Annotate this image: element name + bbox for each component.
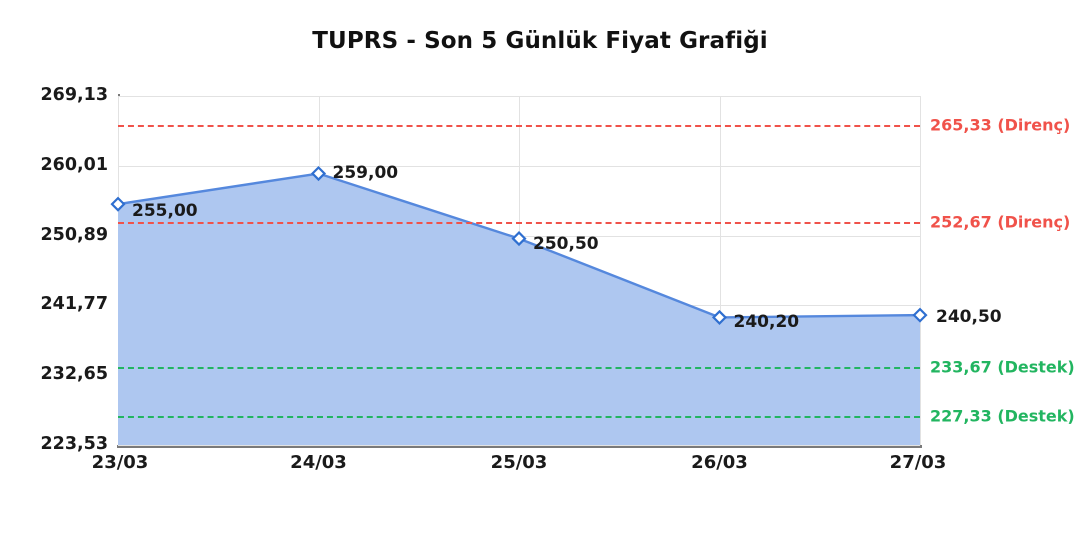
reference-line-support xyxy=(118,415,920,418)
data-point-marker[interactable] xyxy=(711,309,728,325)
x-axis-tick-label: 27/03 xyxy=(889,452,947,473)
data-point-label: 240,50 xyxy=(936,307,1002,328)
data-point-label: 259,00 xyxy=(332,162,399,183)
reference-label-support: 227,33 (Destek) xyxy=(930,406,1075,426)
y-axis-tick-label: 260,01 xyxy=(40,154,108,175)
reference-label-support: 233,67 (Destek) xyxy=(930,357,1075,377)
data-point-marker[interactable] xyxy=(912,307,928,323)
data-point-label: 250,50 xyxy=(533,233,599,254)
area-fill xyxy=(118,173,920,446)
x-axis-line xyxy=(117,445,922,448)
gridline-vertical xyxy=(720,96,721,445)
reference-label-resistance: 265,33 (Direnç) xyxy=(930,115,1071,135)
data-point-marker[interactable] xyxy=(511,231,527,247)
y-axis-tick-label: 232,65 xyxy=(40,364,108,385)
y-axis-tick-label: 269,13 xyxy=(40,85,108,105)
x-axis-tick-label: 24/03 xyxy=(290,452,347,473)
gridline-horizontal xyxy=(118,445,920,446)
data-point-marker[interactable] xyxy=(110,196,126,212)
data-point-marker[interactable] xyxy=(310,165,327,182)
data-point-label: 255,00 xyxy=(132,201,198,222)
reference-line-resistance xyxy=(118,221,920,224)
x-axis-tick-label: 26/03 xyxy=(691,452,748,473)
x-axis-tick-label: 25/03 xyxy=(490,452,548,473)
page-title: TUPRS - Son 5 Günlük Fiyat Grafiği xyxy=(312,28,768,54)
price-series xyxy=(110,165,928,446)
gridline-vertical xyxy=(920,96,921,445)
data-point-label: 240,20 xyxy=(733,312,800,333)
plot-area xyxy=(110,96,928,446)
reference-line-support xyxy=(118,367,920,370)
reference-label-resistance: 252,67 (Direnç) xyxy=(930,212,1071,232)
y-axis-tick-label: 241,77 xyxy=(40,294,108,315)
reference-line-resistance xyxy=(118,125,920,128)
y-axis-tick-label: 250,89 xyxy=(40,224,108,245)
y-axis-tick-label: 223,53 xyxy=(40,434,108,454)
x-axis-tick-label: 23/03 xyxy=(91,452,149,473)
